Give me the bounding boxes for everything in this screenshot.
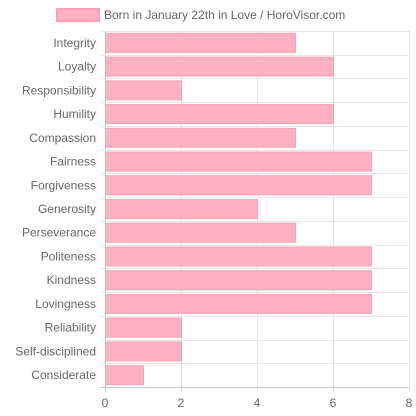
bar-self-disciplined[interactable] (105, 341, 182, 362)
bar-perseverance[interactable] (105, 222, 296, 243)
bar-responsibility[interactable] (105, 80, 182, 101)
y-tick-label: Lovingness (35, 297, 96, 311)
x-tick-label: 8 (406, 396, 413, 410)
x-tick-label: 6 (330, 396, 337, 410)
y-tick-label: Compassion (29, 131, 96, 145)
y-tick-label: Fairness (50, 155, 96, 169)
y-tick-label: Generosity (38, 202, 96, 216)
bar-kindness[interactable] (105, 270, 372, 291)
bar-considerate[interactable] (105, 365, 144, 386)
legend-swatch (56, 8, 100, 22)
y-tick-label: Politeness (41, 249, 96, 263)
y-tick-label: Responsibility (22, 83, 96, 97)
bar-integrity[interactable] (105, 32, 296, 53)
bar-reliability[interactable] (105, 317, 182, 338)
bars (105, 32, 372, 386)
bar-generosity[interactable] (105, 199, 258, 219)
y-tick-label: Considerate (31, 368, 96, 382)
bar-humility[interactable] (105, 104, 334, 125)
bar-loyalty[interactable] (105, 56, 334, 77)
y-tick-label: Loyalty (58, 60, 96, 74)
bar-fairness[interactable] (105, 151, 372, 172)
y-tick-label: Self-disciplined (15, 344, 96, 358)
bar-lovingness[interactable] (105, 293, 372, 314)
x-axis-labels: 0 2 4 6 8 (102, 396, 413, 410)
grid (100, 31, 410, 392)
legend-label: Born in January 22th in Love / HoroVisor… (104, 8, 345, 22)
x-tick-label: 0 (102, 396, 109, 410)
bar-forgiveness[interactable] (105, 175, 372, 196)
x-tick-label: 2 (178, 396, 185, 410)
y-tick-label: Humility (53, 107, 96, 121)
y-axis-labels: Integrity Loyalty Responsibility Humility Co… (15, 36, 96, 382)
y-tick-label: Integrity (53, 36, 96, 50)
legend[interactable]: Born in January 22th in Love / HoroVisor… (56, 8, 345, 22)
y-tick-label: Kindness (47, 273, 96, 287)
bar-compassion[interactable] (105, 127, 296, 148)
bar-politeness[interactable] (105, 246, 372, 267)
y-tick-label: Forgiveness (31, 178, 96, 192)
x-tick-label: 4 (254, 396, 261, 410)
y-tick-label: Perseverance (22, 226, 96, 240)
y-tick-label: Reliability (45, 321, 96, 335)
